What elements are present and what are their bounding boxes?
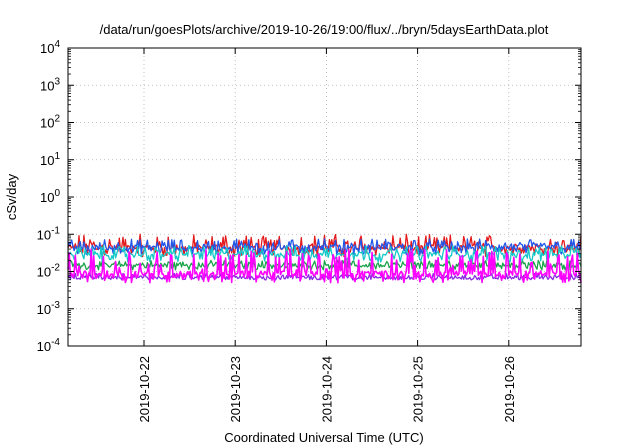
y-tick-label: 104 <box>40 39 60 56</box>
series-line <box>67 259 582 271</box>
x-tick-label: 2019-10-22 <box>137 356 152 423</box>
y-tick-label: 10-2 <box>37 263 61 280</box>
y-tick-label: 10-1 <box>37 225 61 242</box>
axis-ticks: 10-4 10-3 10-2 10-1 100 101 102 103 104 2019-10-2… <box>37 39 581 423</box>
y-tick-label: 101 <box>40 151 60 168</box>
series-line <box>67 244 582 263</box>
y-tick-label: 102 <box>40 114 60 131</box>
y-axis-label: cSv/day <box>4 173 19 220</box>
grid-lines <box>68 48 581 346</box>
plot-series <box>67 233 582 284</box>
y-tick-label: 103 <box>40 76 60 93</box>
x-tick-label: 2019-10-23 <box>228 356 243 423</box>
y-tick-label: 10-4 <box>37 337 61 354</box>
x-tick-label: 2019-10-26 <box>502 356 517 423</box>
x-tick-label: 2019-10-24 <box>319 356 334 423</box>
y-tick-label: 100 <box>40 188 60 205</box>
x-axis-label: Coordinated Universal Time (UTC) <box>224 430 423 445</box>
series-line <box>67 248 582 284</box>
chart-title: /data/run/goesPlots/archive/2019-10-26/1… <box>100 22 549 37</box>
x-tick-label: 2019-10-25 <box>411 356 426 423</box>
series-line <box>67 233 582 258</box>
y-tick-label: 10-3 <box>37 300 61 317</box>
